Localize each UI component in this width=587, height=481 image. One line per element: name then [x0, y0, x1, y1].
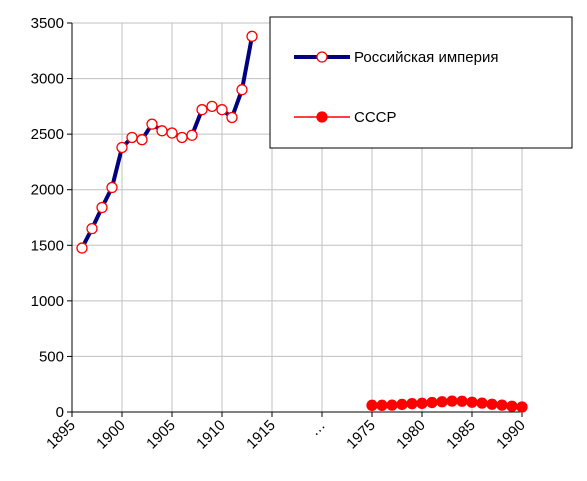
y-tick-label: 500 — [39, 348, 64, 365]
data-point — [466, 396, 478, 408]
legend-label: Российская империя — [354, 49, 498, 66]
data-point — [426, 396, 438, 409]
data-point — [396, 398, 408, 411]
data-point — [226, 111, 238, 124]
data-point — [406, 398, 418, 410]
data-point — [416, 397, 428, 409]
data-point — [146, 118, 158, 130]
y-tick-label: 0 — [56, 404, 64, 421]
y-tick-label: 3500 — [31, 15, 64, 32]
y-tick-label: 2000 — [31, 182, 64, 199]
data-point — [376, 399, 388, 411]
data-point — [116, 141, 128, 154]
data-point — [506, 400, 518, 412]
data-point — [136, 134, 148, 146]
data-point — [386, 399, 398, 411]
x-tick-label: 1910 — [193, 417, 229, 453]
y-tick-label: 1000 — [31, 293, 64, 310]
legend: Российская империя СССР — [269, 16, 573, 149]
y-tick-label: 1500 — [31, 237, 64, 254]
data-point — [496, 399, 508, 411]
data-point — [436, 396, 448, 408]
data-point — [176, 131, 188, 144]
data-point — [106, 181, 118, 194]
data-point — [216, 104, 228, 116]
data-point — [236, 84, 248, 96]
x-tick-label: 1905 — [143, 417, 179, 453]
legend-box — [269, 16, 573, 149]
data-point — [76, 242, 88, 254]
data-point — [516, 401, 528, 413]
data-point — [186, 129, 198, 141]
legend-label: СССР — [354, 109, 397, 126]
data-point — [166, 127, 178, 139]
x-tick-label: … — [306, 417, 329, 440]
y-tick-label: 3000 — [31, 71, 64, 88]
data-point — [156, 125, 168, 137]
data-point — [486, 398, 498, 410]
legend-marker — [316, 111, 328, 123]
data-point — [126, 131, 138, 144]
data-point — [446, 395, 458, 407]
data-point — [206, 100, 218, 113]
series-line — [80, 35, 254, 249]
data-point — [366, 399, 378, 411]
legend-marker — [316, 51, 328, 63]
data-point — [96, 201, 108, 214]
data-point — [86, 222, 98, 235]
data-point — [456, 395, 468, 407]
x-tick-label: 1915 — [243, 417, 279, 453]
x-tick-label: 1980 — [393, 417, 429, 453]
x-tick-label: 1895 — [43, 417, 79, 453]
x-tick-label: 1990 — [493, 417, 529, 453]
x-tick-label: 1975 — [343, 417, 379, 453]
data-point — [476, 397, 488, 409]
data-point — [196, 104, 208, 116]
data-point — [246, 30, 258, 42]
y-tick-label: 2500 — [31, 126, 64, 143]
x-tick-label: 1900 — [93, 417, 129, 453]
x-tick-label: 1985 — [443, 417, 479, 453]
